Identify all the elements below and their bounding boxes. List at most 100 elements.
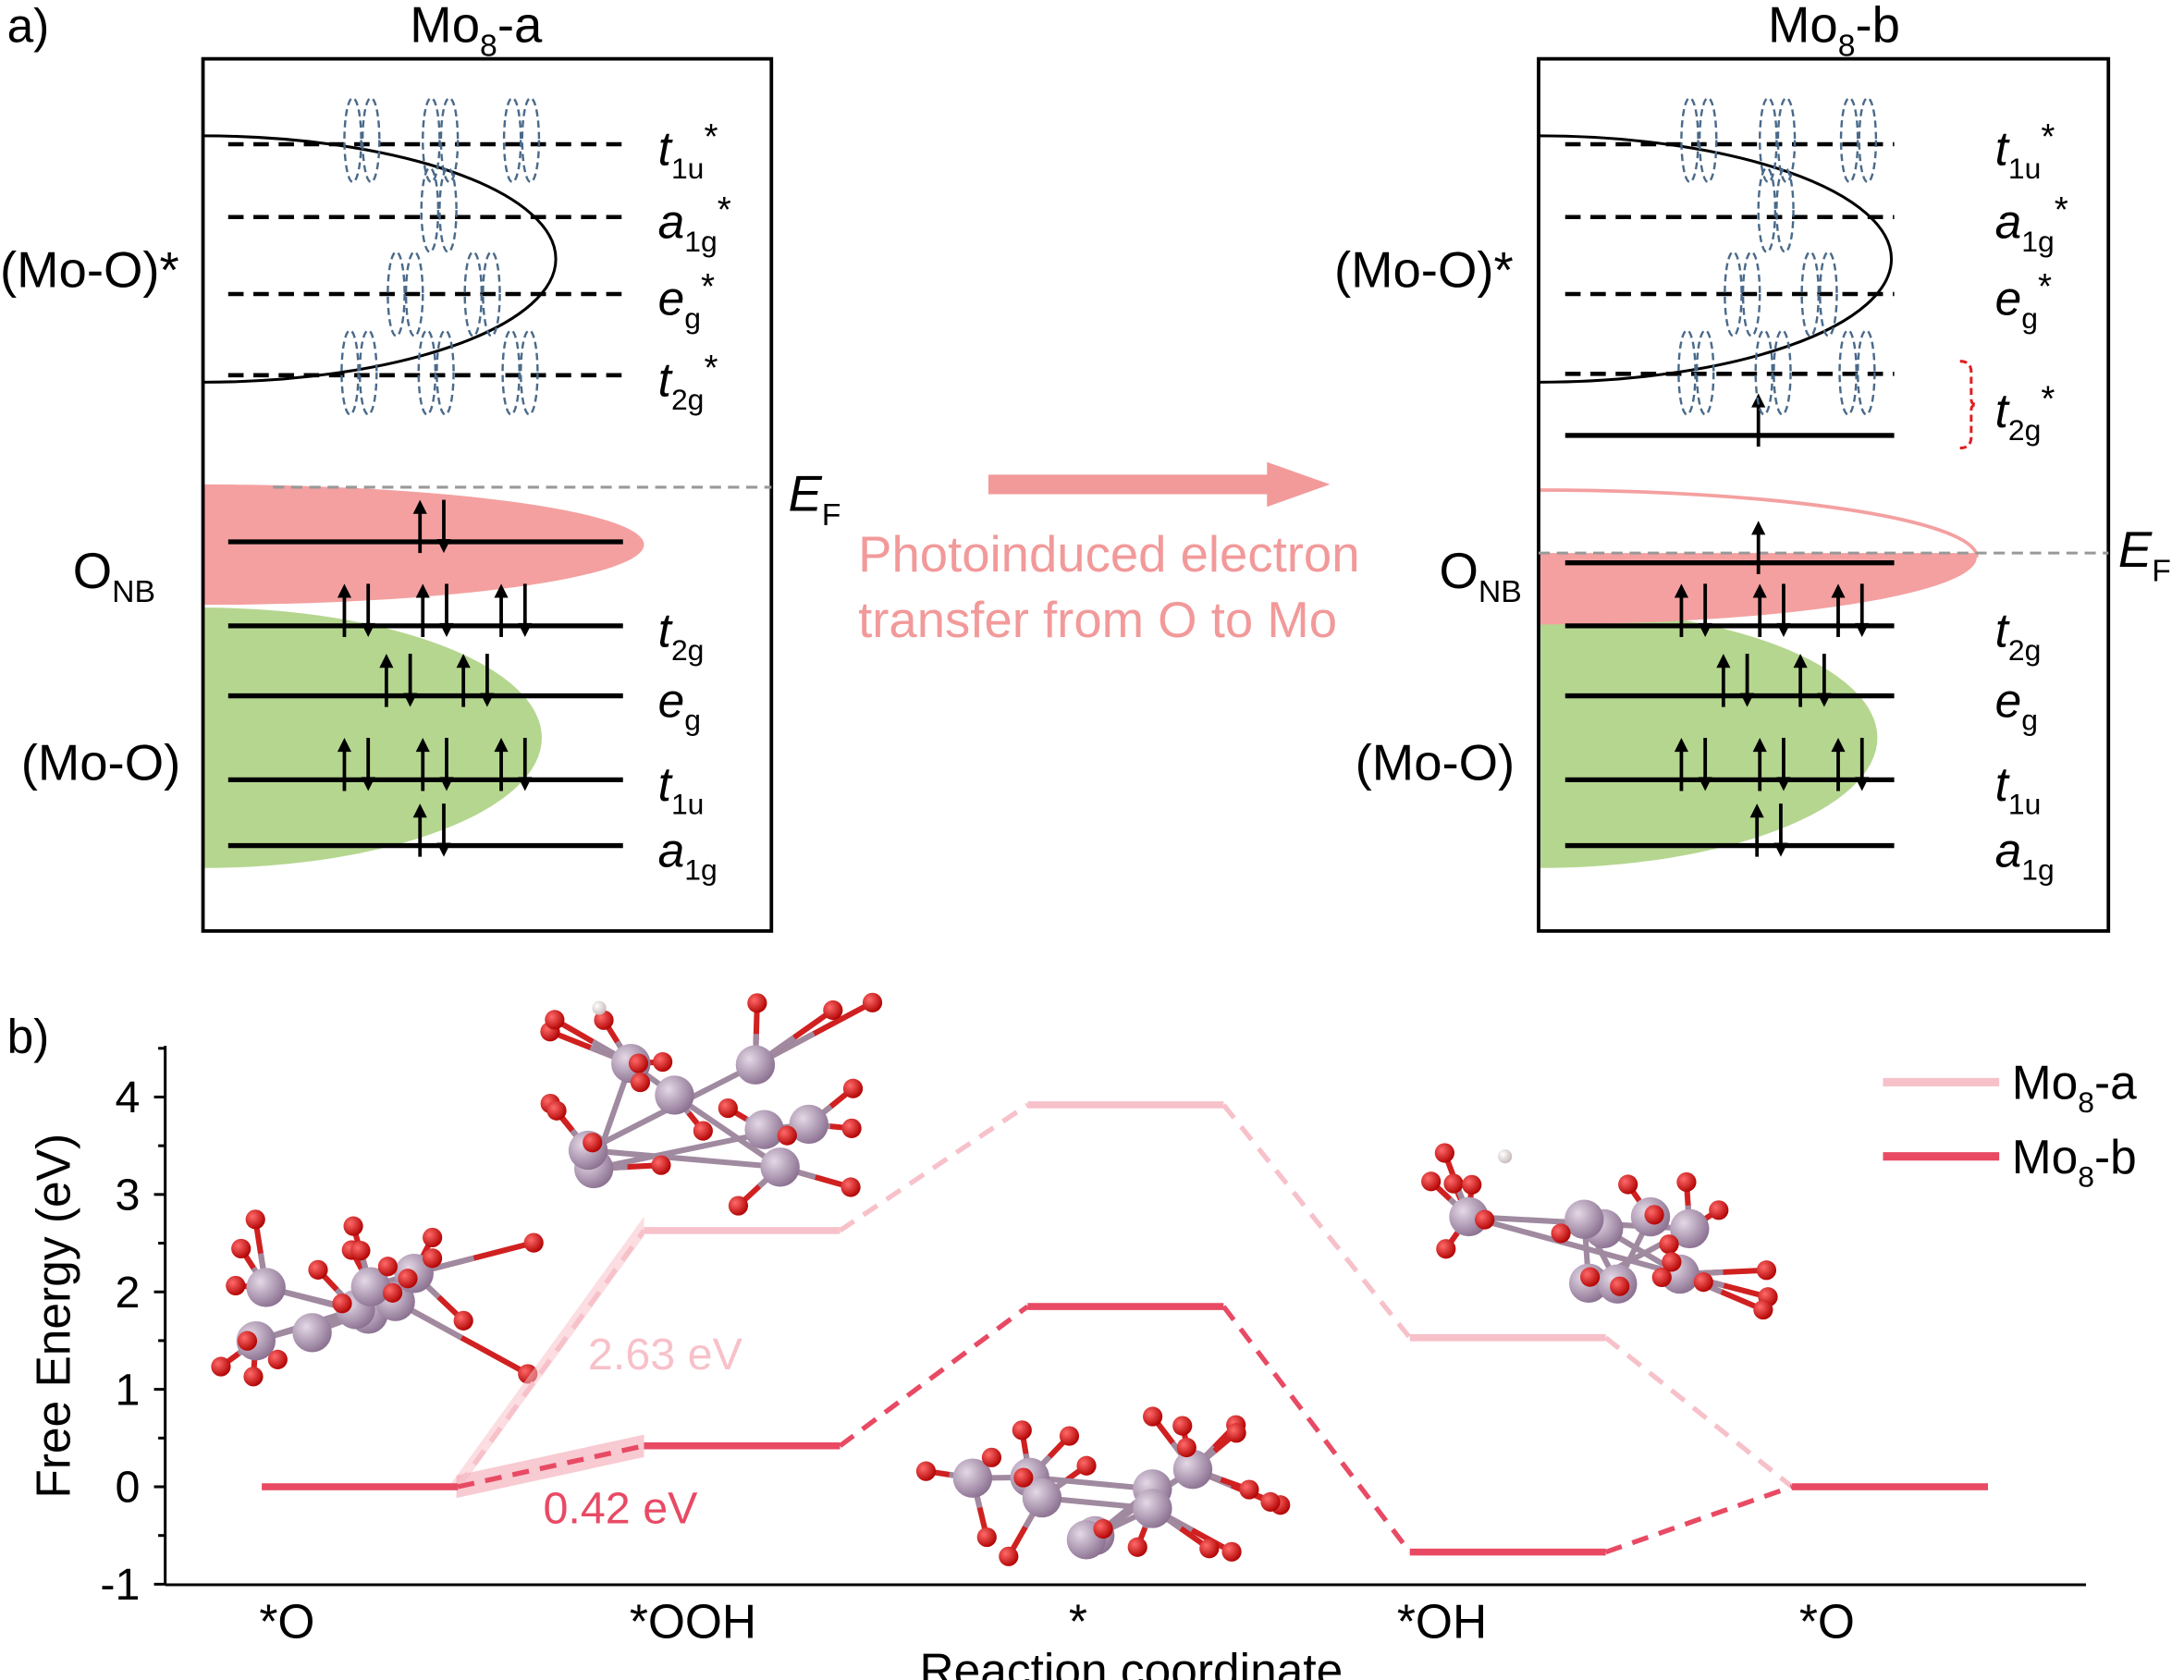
o-atom xyxy=(628,1053,649,1073)
energy-level-label: a1g* xyxy=(1995,190,2068,258)
orbital-lobe-icon xyxy=(386,251,406,337)
x-tick-label: *OH xyxy=(1397,1595,1487,1649)
label-rest: -a xyxy=(2094,1056,2137,1110)
spin-down-arrow-icon xyxy=(436,538,451,554)
o-atom xyxy=(1421,1171,1442,1192)
transfer-arrow-icon xyxy=(988,461,1331,508)
energy-diagram-mo8-b: Mo8-bEFt1u*a1g*eg*t2g*t2gegt1ua1gONB(Mo-… xyxy=(1334,0,2171,933)
o-atom xyxy=(693,1121,713,1141)
o-atom xyxy=(267,1349,288,1369)
label-superscript: * xyxy=(701,267,715,307)
o-atom xyxy=(630,1072,651,1093)
label-superscript: * xyxy=(718,190,731,230)
label-subscript: 1u xyxy=(2008,152,2042,185)
o-atom xyxy=(1676,1171,1697,1193)
label-main: O xyxy=(1439,543,1478,599)
orbital-lobe-icon xyxy=(1776,96,1797,184)
atomic-structure-image xyxy=(540,992,883,1216)
label-main: e xyxy=(1995,673,2022,727)
energy-level-label: a1g* xyxy=(658,190,731,258)
transition-line xyxy=(1221,1305,1412,1554)
o-atom xyxy=(1443,1173,1464,1194)
o-atom xyxy=(1580,1267,1601,1287)
orbital-lobe-icon xyxy=(1857,329,1876,416)
o-atom xyxy=(243,1367,264,1387)
spin-down-arrow-icon xyxy=(1817,693,1832,707)
o-atom xyxy=(841,1118,862,1138)
o-atom xyxy=(651,1155,671,1175)
label-subscript: 2g xyxy=(2008,633,2042,667)
o-atom xyxy=(377,1257,399,1277)
atomic-structure-image xyxy=(915,1406,1291,1566)
label-main: t xyxy=(1995,384,2011,437)
o-atom xyxy=(1756,1260,1777,1281)
bands xyxy=(202,134,644,868)
orbital-lobe-icon xyxy=(439,96,460,184)
spin-up-arrow-icon xyxy=(337,737,352,753)
y-axis-title: Free Energy (eV) xyxy=(27,1134,80,1499)
orbital-lobe-icon xyxy=(1695,329,1715,416)
spin-down-arrow-icon xyxy=(518,622,533,637)
label-subscript: 8 xyxy=(2078,1159,2094,1193)
o-atom xyxy=(1659,1234,1679,1255)
label-main: t xyxy=(658,604,674,657)
mo-atom xyxy=(1172,1449,1213,1490)
orbital-lobe-icon xyxy=(502,96,522,184)
bonding-band xyxy=(202,607,542,868)
label-superscript: * xyxy=(2041,117,2055,157)
label-main: t xyxy=(658,122,674,176)
spin-down-arrow-icon xyxy=(518,777,533,791)
spin-up-arrow-icon xyxy=(337,583,352,598)
transition-line xyxy=(457,1443,645,1490)
annotation-0-42-ev: 0.42 eV xyxy=(543,1483,698,1533)
o-atom xyxy=(842,1078,864,1098)
mo-atom xyxy=(1564,1199,1604,1239)
o-atom xyxy=(1610,1276,1630,1296)
o-atom xyxy=(423,1227,443,1248)
label-main: a xyxy=(658,194,685,248)
o-atom xyxy=(777,1125,797,1146)
panel-label: a) xyxy=(7,0,50,52)
o-atom xyxy=(308,1259,328,1280)
o-atom xyxy=(1059,1426,1080,1446)
o-atom xyxy=(1226,1423,1246,1443)
mo-atom xyxy=(1133,1489,1172,1528)
orbital-lobe-icon xyxy=(1724,251,1743,337)
orbital-lobe-icon xyxy=(343,96,362,184)
label-main: t xyxy=(658,757,674,811)
label-subscript: g xyxy=(2021,301,2038,335)
o-atom xyxy=(226,1275,246,1296)
spin-up-arrow-icon xyxy=(1749,803,1764,818)
spin-up-arrow-icon xyxy=(379,654,394,668)
bonding-band xyxy=(1538,607,1878,868)
label-rest: -b xyxy=(2094,1130,2137,1183)
label-subscript: F xyxy=(2152,554,2171,589)
transition-line xyxy=(455,1229,646,1489)
energy-level-label: t1u xyxy=(658,757,705,820)
o-atom xyxy=(1260,1491,1281,1512)
o-atom xyxy=(1127,1537,1147,1557)
orbital-lobe-icon xyxy=(404,251,424,337)
o-atom xyxy=(1462,1174,1482,1195)
mo-atom xyxy=(350,1267,391,1306)
o-atom xyxy=(1199,1539,1220,1559)
o-atom xyxy=(523,1232,544,1253)
label-subscript: 8 xyxy=(1838,29,1856,64)
orbital-lobe-icon xyxy=(1800,251,1821,337)
mo-atom xyxy=(789,1104,828,1145)
transition-line xyxy=(1604,1335,1794,1490)
label-subscript: 2g xyxy=(671,383,705,416)
o-atom xyxy=(823,999,843,1021)
energy-level-label: eg xyxy=(658,673,701,736)
fermi-level-label: EF xyxy=(788,466,840,533)
onb-label: ONB xyxy=(1439,543,1521,609)
o-atom xyxy=(350,1241,371,1261)
o-atom xyxy=(1012,1420,1032,1441)
orbital-lobe-icon xyxy=(1741,251,1761,337)
annotation-2-63-ev: 2.63 eV xyxy=(588,1330,743,1380)
panel-a-energy-diagram: a) Mo8-aEFt1u*a1g*eg*t2g*t2gegt1ua1gONB(M… xyxy=(0,0,2171,933)
o-atom xyxy=(976,1527,997,1548)
o-atom xyxy=(1093,1518,1113,1539)
mo-atom xyxy=(744,1110,784,1149)
spin-up-arrow-icon xyxy=(494,737,509,753)
